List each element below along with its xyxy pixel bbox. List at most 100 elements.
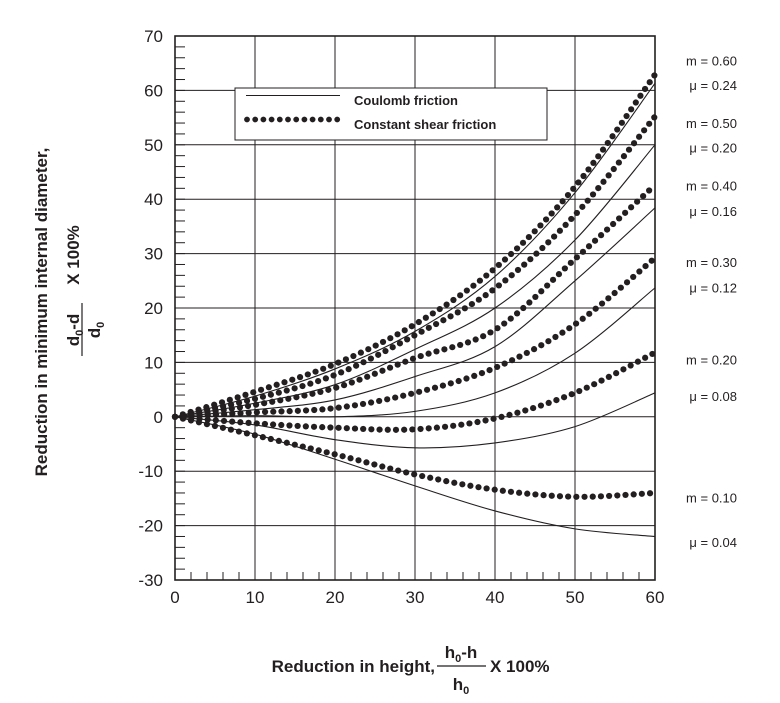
series-m-0-40-marker — [309, 390, 316, 397]
series-m-0-20-marker — [627, 362, 634, 369]
series-m-0-20-marker — [425, 425, 432, 432]
series-m-0-40-marker — [433, 348, 440, 355]
series-m-0-60-marker — [289, 376, 296, 383]
legend-dotted-swatch — [244, 116, 341, 123]
series-m-0-50-marker — [475, 296, 482, 303]
legend-dot — [317, 116, 324, 123]
series-annotation: μ = 0.16 — [689, 204, 737, 219]
series-m-0-40-marker — [333, 384, 340, 391]
series-m-0-20-marker — [360, 425, 367, 433]
series-m-0-60-marker — [304, 371, 311, 378]
series-mu-0-12 — [174, 287, 656, 418]
legend-label-constant-shear: Constant shear friction — [354, 117, 496, 132]
series-m-0-10-marker — [597, 493, 605, 500]
series-m-0-60-marker — [637, 92, 644, 99]
series-m-0-60-marker — [495, 261, 502, 269]
series-m-0-40-marker — [244, 402, 252, 410]
series-m-0-50-marker — [447, 313, 454, 320]
series-m-0-10-marker — [573, 493, 580, 500]
series-m-0-60-marker — [628, 106, 635, 113]
series-m-0-20-marker — [319, 424, 326, 431]
series-m-0-20-marker — [568, 391, 575, 398]
series-m-0-30-marker — [598, 300, 606, 307]
series-m-0-20-marker — [530, 404, 537, 412]
series-m-0-10-marker — [387, 465, 394, 472]
series-m-0-60-marker — [542, 216, 550, 223]
series-m-0-50-marker — [418, 328, 425, 335]
series-m-0-20-marker — [302, 423, 309, 430]
legend-dot — [334, 116, 341, 123]
series-m-0-10-marker — [540, 492, 547, 499]
series-m-0-50-marker — [514, 266, 522, 274]
series-m-0-40-marker — [567, 259, 574, 266]
series-m-0-50-marker — [425, 324, 432, 331]
series-m-0-60-marker — [415, 318, 422, 326]
series-annotation: m = 0.50 — [686, 116, 737, 131]
series-m-0-60-marker — [501, 256, 509, 263]
series-m-0-60-marker — [327, 362, 334, 369]
series-m-0-40-marker — [622, 209, 629, 216]
series-m-0-50-marker — [243, 397, 251, 404]
series-m-0-50-marker — [299, 382, 306, 390]
series-m-0-40-marker — [356, 376, 363, 383]
series-m-0-60 — [171, 72, 658, 420]
series-m-0-40-marker — [325, 386, 332, 393]
series-m-0-30-marker — [552, 333, 559, 341]
series-m-0-60-marker — [513, 245, 521, 252]
series-m-0-10-marker — [371, 461, 378, 468]
series-m-0-60-marker — [580, 172, 587, 180]
series-m-0-50-marker — [482, 292, 489, 299]
series-m-0-50-marker — [495, 282, 502, 289]
series-m-0-20-marker — [498, 413, 505, 420]
series-m-0-30-marker — [501, 360, 508, 367]
series-m-0-10-marker — [347, 455, 354, 462]
series-m-0-10-marker — [532, 491, 539, 498]
series-m-0-10-marker — [606, 492, 613, 500]
series-m-0-60-marker — [457, 292, 464, 299]
series-m-0-30-marker — [471, 372, 478, 379]
series-m-0-40-marker — [634, 198, 641, 205]
series-m-0-30-marker — [359, 400, 367, 408]
series-m-0-30-marker — [319, 406, 326, 413]
series-m-0-20-marker — [620, 366, 627, 373]
series-m-0-20-marker — [591, 381, 598, 388]
series-m-0-50-marker — [360, 359, 367, 366]
series-m-0-60-marker — [450, 296, 457, 304]
series-m-0-20-marker — [649, 350, 656, 358]
series-m-0-30-marker — [630, 273, 637, 281]
series-m-0-10-marker — [459, 481, 466, 488]
series-m-0-40-marker — [597, 232, 605, 239]
x-axis-title-denominator: h0 — [453, 675, 470, 697]
series-m-0-20-marker — [613, 370, 620, 377]
legend-dot — [301, 116, 308, 123]
series-m-0-20 — [171, 350, 656, 433]
series-m-0-60-marker — [463, 287, 470, 294]
series-m-0-30-marker — [478, 369, 486, 377]
series-m-0-40-marker — [628, 204, 635, 211]
series-m-0-60-marker — [281, 379, 288, 386]
x-axis-title-suffix: X 100% — [490, 657, 550, 676]
series-m-0-10-marker — [363, 459, 370, 466]
series-m-0-60-marker — [242, 391, 249, 398]
series-m-0-40-marker — [579, 248, 587, 255]
legend-dot — [244, 116, 250, 123]
series-m-0-10-marker — [589, 493, 596, 500]
y-axis-title-denominator: d0 — [85, 322, 107, 339]
y-tick-label: -20 — [138, 517, 163, 536]
series-mu-0-04-line — [174, 416, 656, 538]
series-m-0-40-marker — [293, 394, 300, 401]
series-m-0-30-marker — [335, 404, 342, 411]
series-mu-0-08 — [174, 392, 656, 449]
series-m-0-60-marker — [401, 327, 408, 334]
series-m-0-10-marker — [427, 474, 434, 481]
series-m-0-20-marker — [560, 394, 568, 401]
series-m-0-30-marker — [400, 392, 407, 399]
series-m-0-20-marker — [537, 402, 545, 409]
series-m-0-20-marker — [343, 425, 350, 432]
legend-box — [234, 87, 548, 141]
series-annotation: μ = 0.20 — [689, 141, 737, 156]
series-m-0-60-marker — [489, 267, 496, 274]
series-m-0-10-marker — [195, 419, 203, 426]
series-m-0-30-marker — [431, 384, 439, 391]
